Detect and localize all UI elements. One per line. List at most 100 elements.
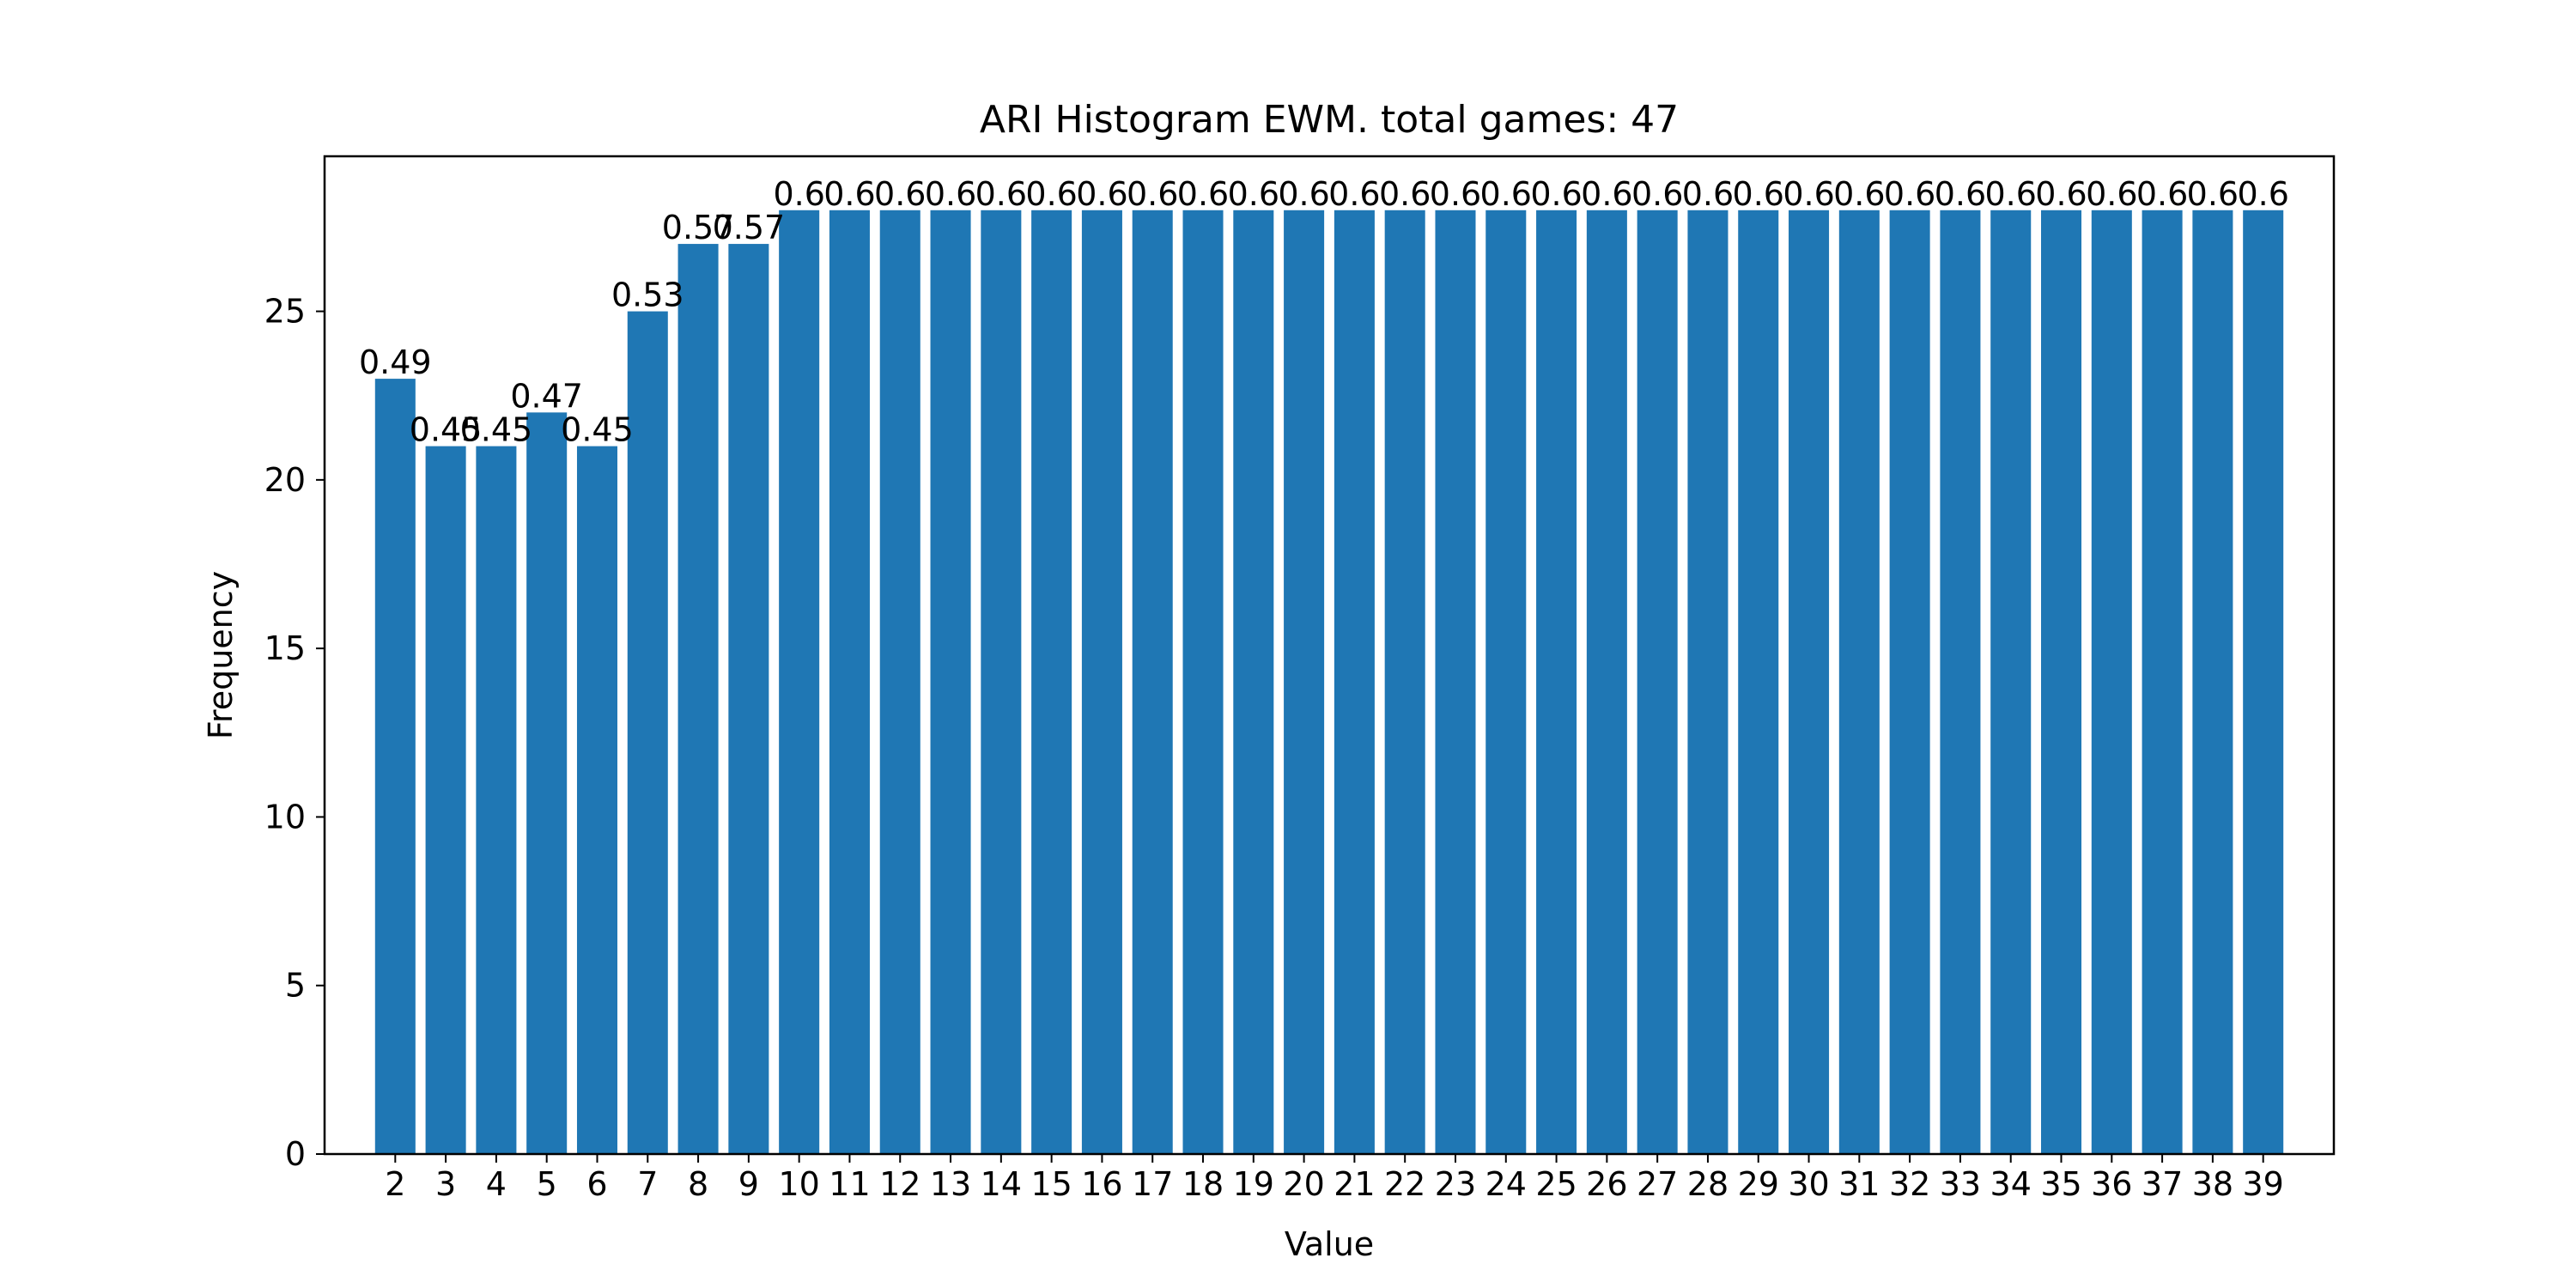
x-tick-label: 30: [1788, 1165, 1829, 1203]
data-label-36: 0.6: [2086, 175, 2137, 213]
data-label-15: 0.6: [1025, 175, 1077, 213]
data-label-2: 0.49: [359, 343, 432, 381]
bar-19: [1233, 210, 1274, 1155]
x-tick-label: 6: [586, 1165, 607, 1203]
bar-31: [1838, 210, 1880, 1155]
x-tick-label: 13: [930, 1165, 971, 1203]
x-tick-label: 3: [435, 1165, 456, 1203]
data-label-27: 0.6: [1631, 175, 1683, 213]
x-tick-label: 36: [2091, 1165, 2132, 1203]
x-tick-label: 39: [2243, 1165, 2284, 1203]
y-tick-label: 15: [264, 629, 306, 667]
data-label-24: 0.6: [1480, 175, 1532, 213]
data-label-11: 0.6: [823, 175, 875, 213]
bar-8: [677, 244, 719, 1154]
bar-12: [879, 210, 920, 1155]
bars-group: [374, 210, 2284, 1155]
bar-27: [1637, 210, 1678, 1155]
bar-15: [1031, 210, 1072, 1155]
x-tick-label: 28: [1687, 1165, 1728, 1203]
x-tick-label: 37: [2142, 1165, 2183, 1203]
x-tick-label: 35: [2040, 1165, 2081, 1203]
data-label-19: 0.6: [1228, 175, 1279, 213]
x-tick-label: 18: [1182, 1165, 1224, 1203]
bar-2: [374, 379, 416, 1154]
data-label-35: 0.6: [2035, 175, 2087, 213]
bar-9: [728, 244, 769, 1154]
x-axis-label: Value: [1285, 1225, 1374, 1263]
x-tick-label: 32: [1889, 1165, 1930, 1203]
data-label-18: 0.6: [1177, 175, 1229, 213]
data-labels-group: 0.490.450.450.470.450.530.570.570.60.60.…: [359, 175, 2289, 449]
data-label-26: 0.6: [1581, 175, 1632, 213]
bar-34: [1990, 210, 2032, 1155]
x-tick-label: 17: [1132, 1165, 1173, 1203]
x-tick-label: 9: [738, 1165, 759, 1203]
data-label-21: 0.6: [1328, 175, 1380, 213]
bar-30: [1789, 210, 1830, 1155]
bar-29: [1738, 210, 1779, 1155]
bar-32: [1889, 210, 1930, 1155]
data-label-34: 0.6: [1984, 175, 2036, 213]
data-label-9: 0.57: [713, 209, 786, 246]
x-tick-label: 7: [637, 1165, 658, 1203]
x-tick-label: 34: [1990, 1165, 2032, 1203]
y-tick-label: 5: [285, 967, 306, 1005]
data-label-25: 0.6: [1530, 175, 1582, 213]
x-tick-label: 24: [1485, 1165, 1527, 1203]
x-tick-label: 2: [385, 1165, 405, 1203]
y-tick-label: 10: [264, 798, 306, 835]
bar-33: [1940, 210, 1981, 1155]
x-tick-label: 15: [1030, 1165, 1072, 1203]
x-axis-ticks: 2 3 4 5 6 7 8 9 10 11 12 13 14 15 16 17 18 19 20 21 22 23 24 25…: [385, 1154, 2284, 1203]
bar-7: [627, 311, 668, 1155]
x-tick-label: 33: [1940, 1165, 1981, 1203]
chart-title: ARI Histogram EWM. total games: 47: [980, 98, 1679, 142]
x-tick-label: 12: [879, 1165, 920, 1203]
x-tick-label: 11: [829, 1165, 870, 1203]
y-axis-ticks: 0 5 10 15 20 25: [264, 293, 325, 1173]
x-tick-label: 38: [2192, 1165, 2233, 1203]
bar-20: [1284, 210, 1325, 1155]
bar-6: [576, 446, 618, 1154]
data-label-37: 0.6: [2136, 175, 2188, 213]
bar-22: [1384, 210, 1425, 1155]
data-label-32: 0.6: [1884, 175, 1935, 213]
data-label-16: 0.6: [1076, 175, 1127, 213]
data-label-39: 0.6: [2237, 175, 2288, 213]
bar-28: [1687, 210, 1728, 1155]
x-tick-label: 22: [1384, 1165, 1425, 1203]
x-tick-label: 5: [537, 1165, 557, 1203]
x-tick-label: 16: [1081, 1165, 1122, 1203]
bar-26: [1586, 210, 1627, 1155]
data-label-3: 0.45: [410, 411, 483, 449]
x-tick-label: 25: [1535, 1165, 1577, 1203]
bar-3: [425, 446, 466, 1154]
bar-37: [2142, 210, 2183, 1155]
data-label-8: 0.57: [662, 209, 735, 246]
bar-10: [779, 210, 820, 1155]
bar-23: [1435, 210, 1476, 1155]
bar-38: [2192, 210, 2233, 1155]
data-label-33: 0.6: [1935, 175, 1986, 213]
bar-39: [2243, 210, 2284, 1155]
bar-16: [1081, 210, 1122, 1155]
x-tick-label: 26: [1586, 1165, 1627, 1203]
data-label-13: 0.6: [925, 175, 976, 213]
bar-24: [1485, 210, 1527, 1155]
data-label-12: 0.6: [874, 175, 926, 213]
x-tick-label: 27: [1637, 1165, 1678, 1203]
x-tick-label: 23: [1435, 1165, 1476, 1203]
data-label-6: 0.45: [561, 411, 634, 449]
x-tick-label: 31: [1838, 1165, 1880, 1203]
data-label-30: 0.6: [1783, 175, 1834, 213]
data-label-5: 0.47: [510, 377, 583, 415]
x-tick-label: 10: [778, 1165, 819, 1203]
data-label-4: 0.45: [460, 411, 533, 449]
bar-4: [476, 446, 517, 1154]
y-tick-label: 25: [264, 293, 306, 331]
data-label-31: 0.6: [1833, 175, 1885, 213]
bar-17: [1132, 210, 1173, 1155]
data-label-38: 0.6: [2187, 175, 2239, 213]
